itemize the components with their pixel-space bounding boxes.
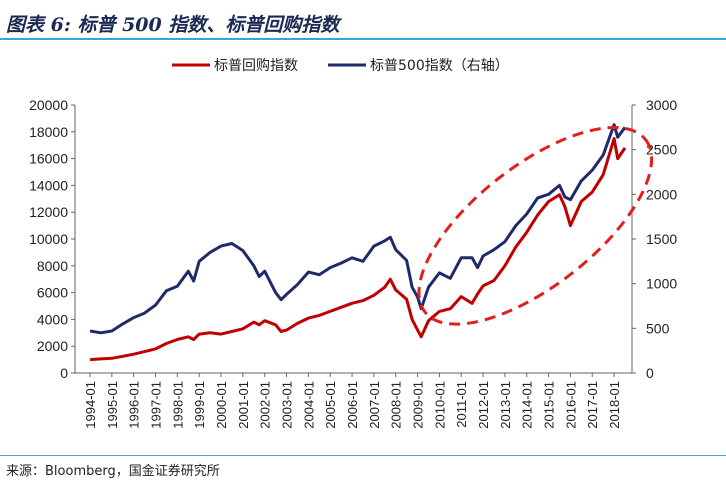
- x-tick-label: 2012-01: [476, 381, 491, 429]
- x-tick-label: 2016-01: [563, 381, 578, 429]
- x-tick-label: 1999-01: [192, 381, 207, 429]
- header-rule: [0, 38, 726, 40]
- y-left-tick-label: 18000: [29, 124, 68, 140]
- x-tick-label: 1998-01: [170, 381, 185, 429]
- x-tick-label: 2006-01: [345, 381, 360, 429]
- y-left-tick-label: 12000: [29, 204, 68, 220]
- legend: 标普回购指数 标普500指数（右轴）: [172, 58, 509, 74]
- x-tick-label: 2017-01: [585, 381, 600, 429]
- legend-buyback-label: 标普回购指数: [214, 58, 298, 74]
- x-tick-label: 1995-01: [105, 381, 120, 429]
- y-left-tick-label: 10000: [29, 231, 68, 247]
- x-tick-label: 1997-01: [149, 381, 164, 429]
- x-tick-label: 2009-01: [411, 381, 426, 429]
- x-tick-label: 2000-01: [214, 381, 229, 429]
- y-left-tick-label: 8000: [37, 258, 68, 274]
- x-tick-label: 2013-01: [498, 381, 513, 429]
- buyback-index-line: [89, 137, 627, 362]
- x-tick-label: 2005-01: [323, 381, 338, 429]
- axes: 0200040006000800010000120001400016000180…: [29, 97, 677, 429]
- x-tick-label: 2011-01: [454, 381, 469, 428]
- chart: 标普回购指数 标普500指数（右轴） 0200040006000800010000…: [29, 58, 677, 429]
- y-left-tick-label: 4000: [37, 311, 68, 327]
- footer-rule: [0, 455, 726, 456]
- x-tick-label: 2008-01: [389, 381, 404, 429]
- x-tick-label: 2018-01: [607, 381, 622, 429]
- x-tick-label: 2002-01: [258, 381, 273, 429]
- y-right-tick-label: 3000: [646, 97, 677, 113]
- plot-area: [89, 123, 654, 362]
- x-tick-label: 2003-01: [280, 381, 295, 429]
- source-note: 来源：Bloomberg，国金证券研究所: [6, 464, 220, 479]
- x-tick-label: 2014-01: [520, 381, 535, 429]
- trend-ellipse-annotation: [417, 126, 654, 326]
- legend-sp500-label: 标普500指数（右轴）: [370, 58, 509, 74]
- sp500-index-line: [89, 123, 627, 335]
- x-tick-label: 2010-01: [432, 381, 447, 429]
- y-left-tick-label: 14000: [29, 177, 68, 193]
- x-tick-label: 2004-01: [301, 381, 316, 429]
- y-left-tick-label: 16000: [29, 151, 68, 167]
- x-tick-label: 2007-01: [367, 381, 382, 429]
- y-left-tick-label: 6000: [37, 285, 68, 301]
- y-right-tick-label: 2000: [646, 186, 677, 202]
- y-left-tick-label: 20000: [29, 97, 68, 113]
- y-left-tick-label: 0: [60, 365, 68, 381]
- x-tick-label: 2001-01: [236, 381, 251, 429]
- y-right-tick-label: 0: [646, 365, 654, 381]
- x-tick-label: 2015-01: [542, 381, 557, 429]
- y-right-tick-label: 1500: [646, 231, 677, 247]
- y-right-tick-label: 1000: [646, 276, 677, 292]
- figure-title: 图表 6: 标普 500 指数、标普回购指数: [6, 14, 340, 36]
- figure-header: 图表 6: 标普 500 指数、标普回购指数: [0, 0, 726, 44]
- y-right-tick-label: 500: [646, 320, 670, 336]
- x-tick-label: 1996-01: [127, 381, 142, 429]
- y-left-tick-label: 2000: [37, 338, 68, 354]
- x-tick-label: 1994-01: [83, 381, 98, 429]
- y-right-tick-label: 2500: [646, 142, 677, 158]
